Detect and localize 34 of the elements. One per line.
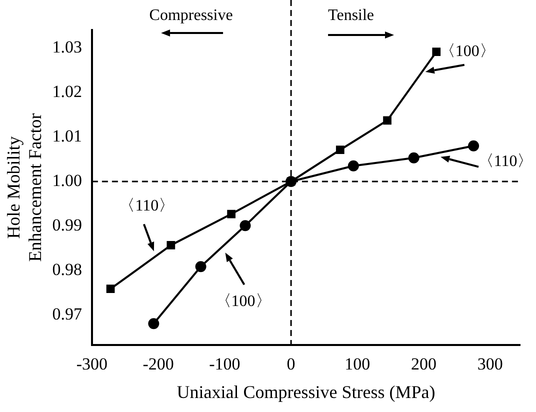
x-tick-label: -200 (142, 354, 174, 374)
point (468, 140, 480, 152)
y-tick-label: 0.99 (52, 216, 82, 235)
y-tick-label: 1.02 (52, 82, 82, 101)
text: Compressive (149, 7, 233, 24)
y-tick-label: 0.98 (52, 260, 82, 280)
point (227, 210, 236, 218)
x-tick-label: 200 (411, 354, 437, 374)
annotation: 〈110〉 (119, 197, 175, 214)
x-tick-label: -100 (209, 354, 240, 374)
annotation: 〈100〉 (439, 43, 496, 60)
x-tick-label: 300 (477, 354, 503, 374)
x-tick-label: -300 (76, 354, 108, 374)
text: Tensile (328, 7, 374, 24)
point (432, 48, 441, 56)
point (408, 152, 420, 164)
y-tick-label: 1.03 (52, 37, 82, 56)
y-tick-label: 0.97 (52, 304, 82, 324)
point (148, 318, 160, 330)
y-tick-label: 1.00 (52, 170, 82, 190)
point (195, 261, 206, 272)
y-tick-label: 1.01 (52, 126, 82, 146)
point (336, 146, 344, 154)
annotation: 〈100〉 (215, 292, 272, 310)
x-axis-title: Uniaxial Compressive Stress (MPa) (176, 382, 436, 402)
point (348, 160, 359, 172)
point (383, 116, 392, 125)
point (106, 284, 115, 294)
point (166, 241, 176, 250)
x-tick-label: 0 (286, 354, 296, 374)
annotation: 〈110〉 (478, 153, 534, 170)
y-axis-title: Hole Mobility Enhancement Factor (4, 113, 46, 262)
point (240, 220, 251, 232)
x-tick-label: 100 (344, 354, 370, 374)
